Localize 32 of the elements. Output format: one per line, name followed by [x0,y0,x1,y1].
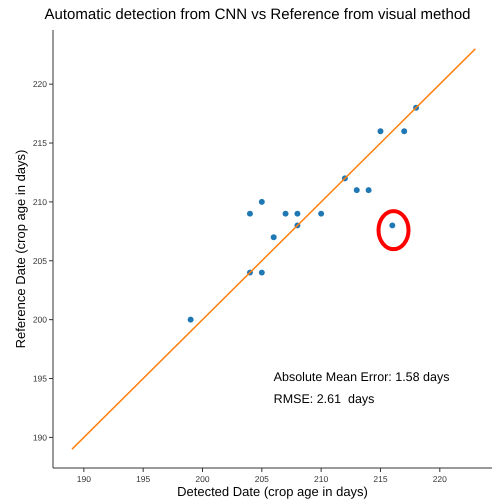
y-tick-label: 190 [32,432,48,442]
point [389,222,396,228]
point [282,210,289,217]
point [294,210,300,217]
x-tick-label: 215 [373,474,388,484]
x-tick-label: 210 [314,474,329,484]
y-tick-label: 220 [32,79,48,90]
point [354,187,360,194]
y-axis-title: Reference Date (crop age in days) [13,150,28,348]
x-tick-label: 200 [195,474,210,484]
x-tick-label: 220 [432,474,448,484]
point [258,198,265,205]
x-axis-title: Detected Date (crop age in days) [177,484,368,499]
point [246,210,253,217]
x-tick-label: 190 [76,474,92,484]
y-tick-label: 205 [32,256,48,266]
y-tick-label: 195 [32,373,48,384]
x-tick-label: 195 [136,474,151,484]
y-tick-label: 210 [32,196,48,207]
y-tick-label: 200 [32,314,48,325]
point [258,270,265,276]
chart-title: Automatic detection from CNN vs Reference from visual method [44,6,470,23]
annotation: RMSE: 2.61 days [274,392,374,406]
point [318,210,324,217]
point [188,316,194,323]
y-tick-label: 215 [32,138,48,148]
point [366,187,372,194]
point [377,128,384,134]
point [270,234,277,240]
annotation: Absolute Mean Error: 1.58 days [274,370,450,384]
x-tick-label: 205 [254,474,270,484]
point [401,128,408,134]
